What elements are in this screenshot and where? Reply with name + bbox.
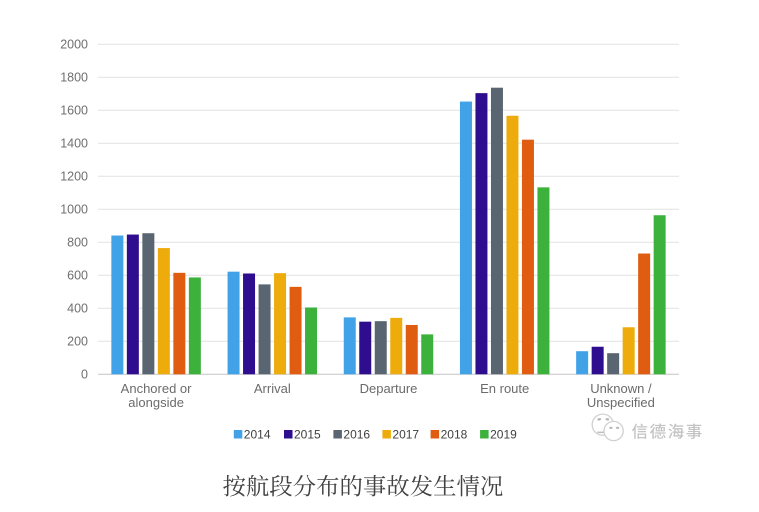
svg-text:1800: 1800 [60, 71, 88, 85]
svg-text:1200: 1200 [60, 170, 88, 184]
svg-text:1400: 1400 [60, 137, 88, 151]
svg-text:Unspecified: Unspecified [587, 395, 655, 410]
svg-text:1600: 1600 [60, 104, 88, 118]
svg-text:2015: 2015 [294, 428, 321, 442]
svg-text:800: 800 [67, 236, 88, 250]
svg-text:alongside: alongside [128, 395, 184, 410]
svg-text:1000: 1000 [60, 203, 88, 217]
svg-text:0: 0 [81, 368, 88, 382]
svg-text:2018: 2018 [441, 428, 468, 442]
svg-text:200: 200 [67, 335, 88, 349]
svg-text:2014: 2014 [244, 428, 271, 442]
svg-text:2019: 2019 [490, 428, 517, 442]
svg-text:400: 400 [67, 302, 88, 316]
svg-text:2017: 2017 [392, 428, 419, 442]
svg-text:En route: En route [480, 381, 529, 396]
svg-text:Unknown /: Unknown / [590, 381, 652, 396]
svg-text:2000: 2000 [60, 38, 88, 52]
svg-text:600: 600 [67, 269, 88, 283]
svg-text:Departure: Departure [360, 381, 418, 396]
svg-text:Arrival: Arrival [254, 381, 291, 396]
svg-text:Anchored or: Anchored or [121, 381, 192, 396]
svg-text:2016: 2016 [343, 428, 370, 442]
